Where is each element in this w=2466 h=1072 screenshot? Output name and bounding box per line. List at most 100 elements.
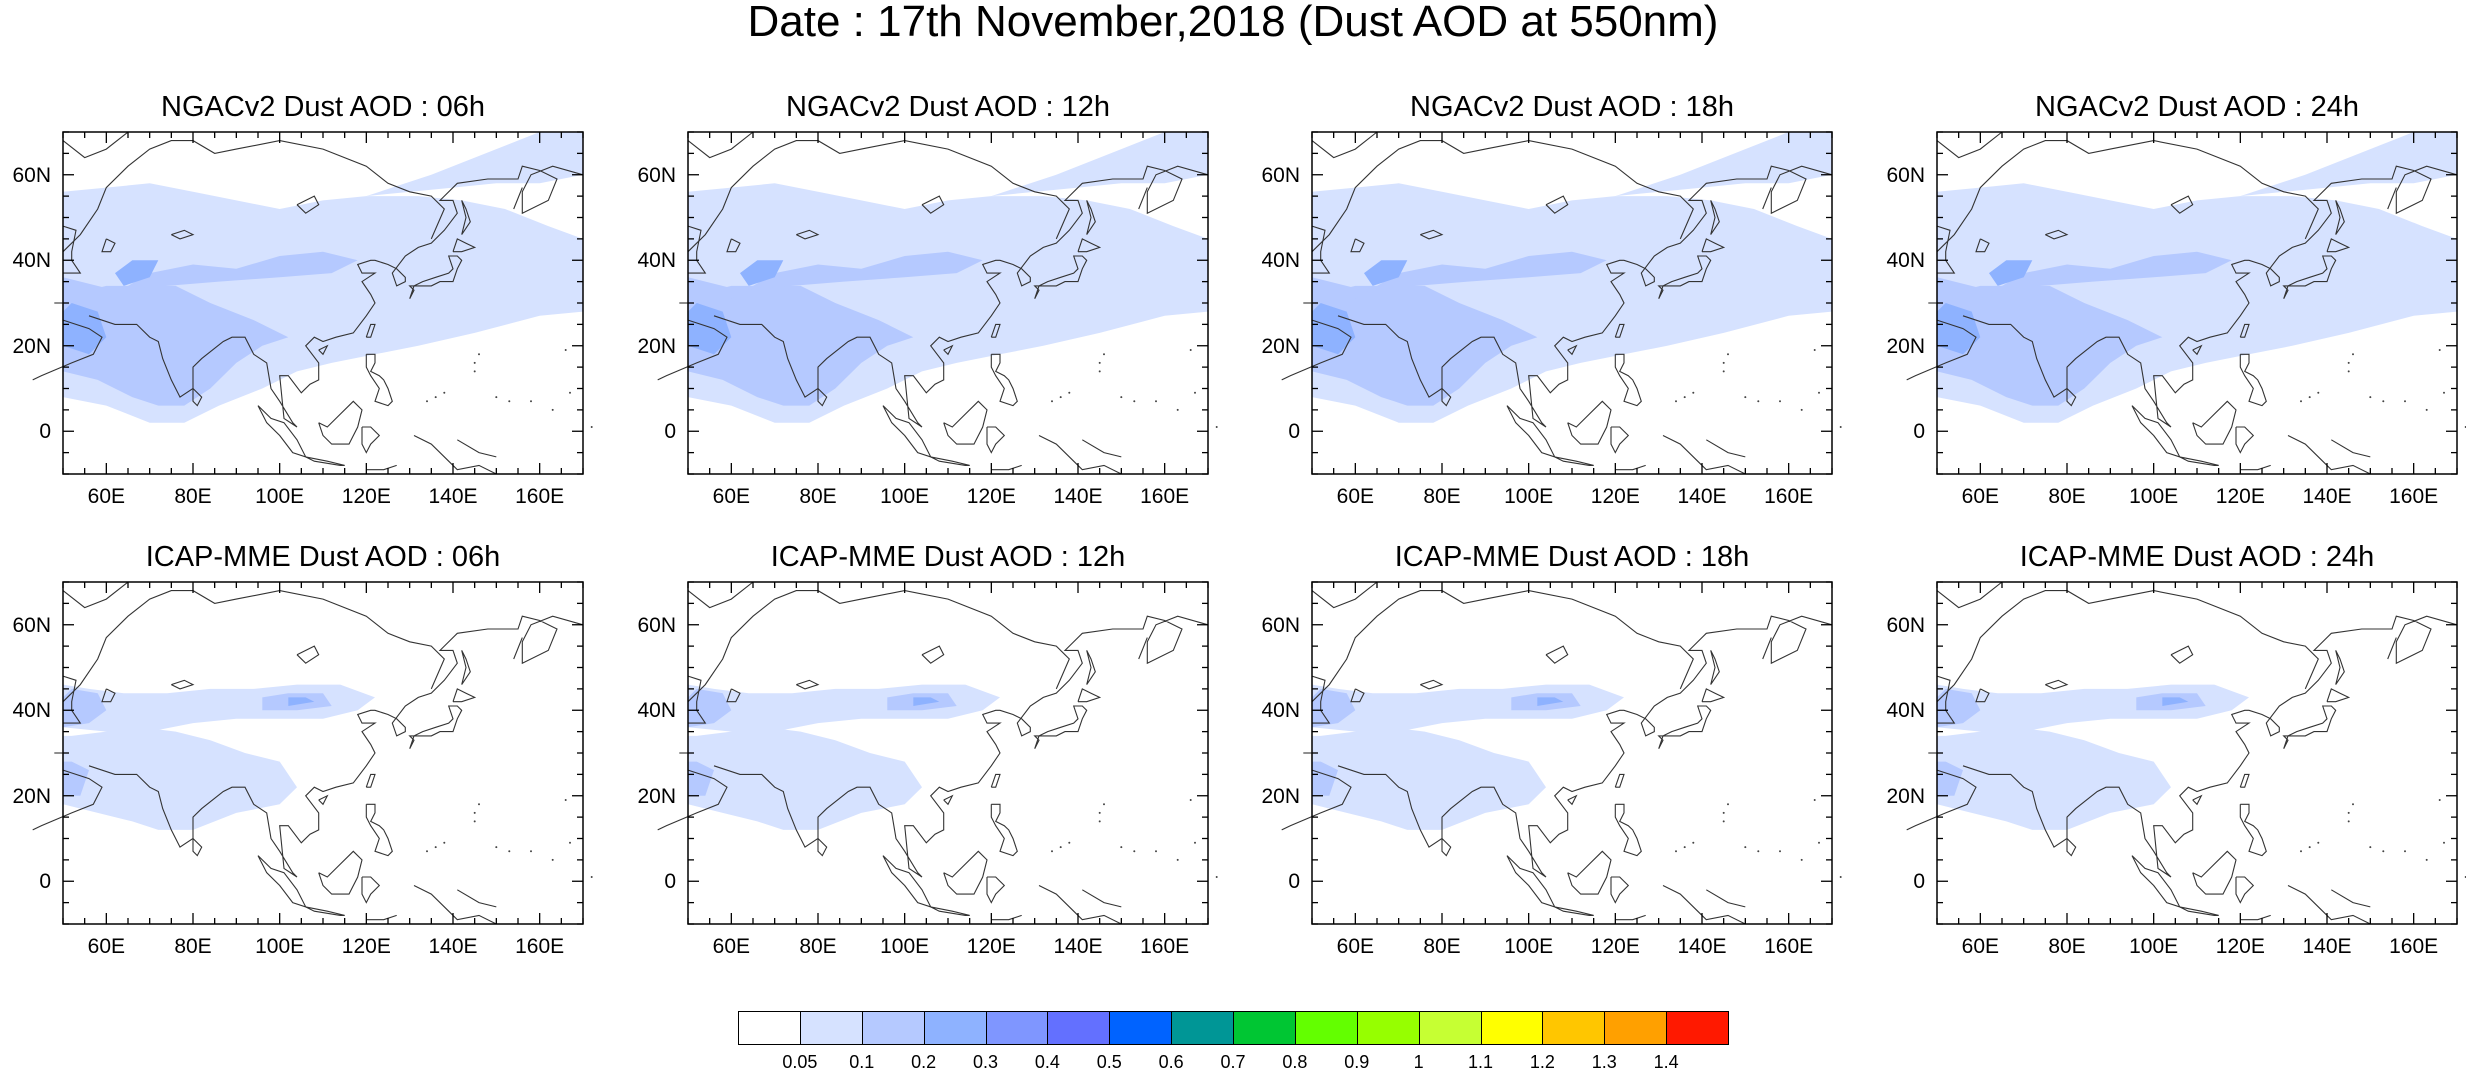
island-dot bbox=[530, 400, 532, 403]
island-dot bbox=[1194, 391, 1196, 394]
coastline bbox=[796, 679, 820, 690]
coastline bbox=[930, 906, 970, 916]
dust-aod-field bbox=[63, 303, 107, 355]
dust-aod-field bbox=[1937, 688, 1981, 728]
coastline bbox=[62, 131, 129, 159]
dust-aod-field bbox=[1937, 251, 2232, 303]
island-dot bbox=[1722, 361, 1725, 364]
island-dot bbox=[1098, 370, 1101, 373]
island-dot bbox=[2317, 841, 2320, 844]
coastline bbox=[2045, 229, 2069, 240]
panel-title: NGACv2 Dust AOD : 06h bbox=[161, 91, 485, 123]
coastline bbox=[796, 229, 820, 240]
panel-title: ICAP-MME Dust AOD : 12h bbox=[770, 541, 1126, 573]
coastline bbox=[817, 838, 828, 857]
lat-tick-label: 40N bbox=[12, 699, 51, 723]
colorbar bbox=[738, 1011, 1729, 1047]
panel-title: ICAP-MME Dust AOD : 18h bbox=[1394, 541, 1750, 573]
island-dot bbox=[2300, 850, 2302, 853]
lon-tick-label: 140E bbox=[1677, 485, 1727, 508]
island-dot bbox=[1176, 858, 1179, 861]
dust-aod-field bbox=[688, 761, 714, 796]
island-dot bbox=[473, 361, 476, 364]
dust-aod-field bbox=[991, 132, 1208, 197]
coastline bbox=[2240, 464, 2271, 471]
dust-aod-field bbox=[913, 697, 940, 706]
coastline bbox=[171, 679, 195, 690]
coastline bbox=[1506, 405, 1556, 458]
lon-tick-label: 160E bbox=[515, 935, 565, 958]
lon-tick-label: 160E bbox=[2389, 485, 2439, 508]
lat-tick-label: 60N bbox=[637, 613, 676, 637]
lon-tick-label: 60E bbox=[1961, 935, 2000, 958]
coastline bbox=[2287, 885, 2371, 925]
lon-tick-label: 120E bbox=[2215, 935, 2265, 958]
lon-tick-label: 140E bbox=[428, 935, 478, 958]
panel-title: NGACv2 Dust AOD : 24h bbox=[2035, 91, 2359, 123]
island-dot bbox=[1675, 400, 1677, 403]
island-dot bbox=[508, 850, 511, 853]
coastline bbox=[2235, 426, 2255, 454]
coastline bbox=[413, 885, 497, 925]
island-dot bbox=[1176, 408, 1179, 411]
coastline bbox=[882, 405, 932, 458]
island-dot bbox=[2347, 820, 2350, 823]
lon-tick-label: 140E bbox=[1053, 485, 1103, 508]
coastline bbox=[1936, 590, 2319, 703]
island-dot bbox=[1757, 400, 1760, 403]
dust-aod-field bbox=[1937, 761, 1963, 796]
lon-tick-label: 120E bbox=[341, 935, 391, 958]
island-dot bbox=[478, 803, 480, 806]
colorbar-box bbox=[1542, 1011, 1606, 1045]
coastline bbox=[817, 388, 828, 407]
lon-tick-label: 160E bbox=[1764, 935, 1814, 958]
coastline bbox=[1545, 195, 1569, 214]
map-plot bbox=[1281, 131, 1842, 475]
lat-tick-label: 60N bbox=[1886, 163, 1925, 187]
coastline bbox=[930, 456, 970, 466]
coastline bbox=[1033, 255, 1088, 299]
coastline bbox=[2239, 323, 2250, 338]
dust-aod-field bbox=[1937, 727, 2171, 830]
lat-tick-label: 40N bbox=[12, 249, 51, 273]
coastline bbox=[657, 753, 728, 831]
coastline bbox=[2239, 353, 2267, 407]
island-dot bbox=[1133, 400, 1136, 403]
island-dot bbox=[1133, 850, 1136, 853]
coastline bbox=[257, 855, 307, 908]
coastline bbox=[62, 590, 445, 703]
lat-tick-label: 0 bbox=[664, 420, 676, 444]
island-dot bbox=[443, 391, 446, 394]
colorbar-label: 0.05 bbox=[782, 1052, 818, 1072]
lat-tick-label: 60N bbox=[1261, 613, 1300, 637]
island-dot bbox=[1744, 396, 1747, 399]
dust-aod-field bbox=[63, 688, 107, 728]
coastline bbox=[1138, 637, 1148, 660]
island-dot bbox=[1744, 846, 1747, 849]
island-dot bbox=[2425, 408, 2428, 411]
island-dot bbox=[1103, 803, 1105, 806]
lon-tick-label: 160E bbox=[1764, 485, 1814, 508]
coastline bbox=[1662, 885, 1746, 925]
lon-tick-label: 120E bbox=[1590, 935, 1640, 958]
coastline bbox=[990, 353, 1018, 407]
colorbar-label: 1.3 bbox=[1591, 1052, 1617, 1072]
coastline bbox=[2331, 439, 2371, 458]
island-dot bbox=[443, 841, 446, 844]
coastline bbox=[1936, 140, 2319, 253]
island-dot bbox=[2352, 353, 2354, 356]
coastline bbox=[713, 165, 1209, 428]
island-dot bbox=[1189, 349, 1192, 351]
lon-tick-label: 100E bbox=[255, 935, 305, 958]
lat-tick-label: 40N bbox=[1886, 249, 1925, 273]
coastline bbox=[943, 850, 988, 895]
coastline bbox=[1906, 753, 1977, 831]
lat-tick-label: 0 bbox=[1913, 870, 1925, 894]
island-dot bbox=[2347, 811, 2350, 814]
island-dot bbox=[1215, 426, 1218, 428]
lon-tick-label: 140E bbox=[428, 485, 478, 508]
coastline bbox=[1614, 323, 1625, 338]
island-dot bbox=[2300, 400, 2302, 403]
lat-tick-label: 40N bbox=[1886, 699, 1925, 723]
colorbar-box bbox=[1666, 1011, 1729, 1045]
